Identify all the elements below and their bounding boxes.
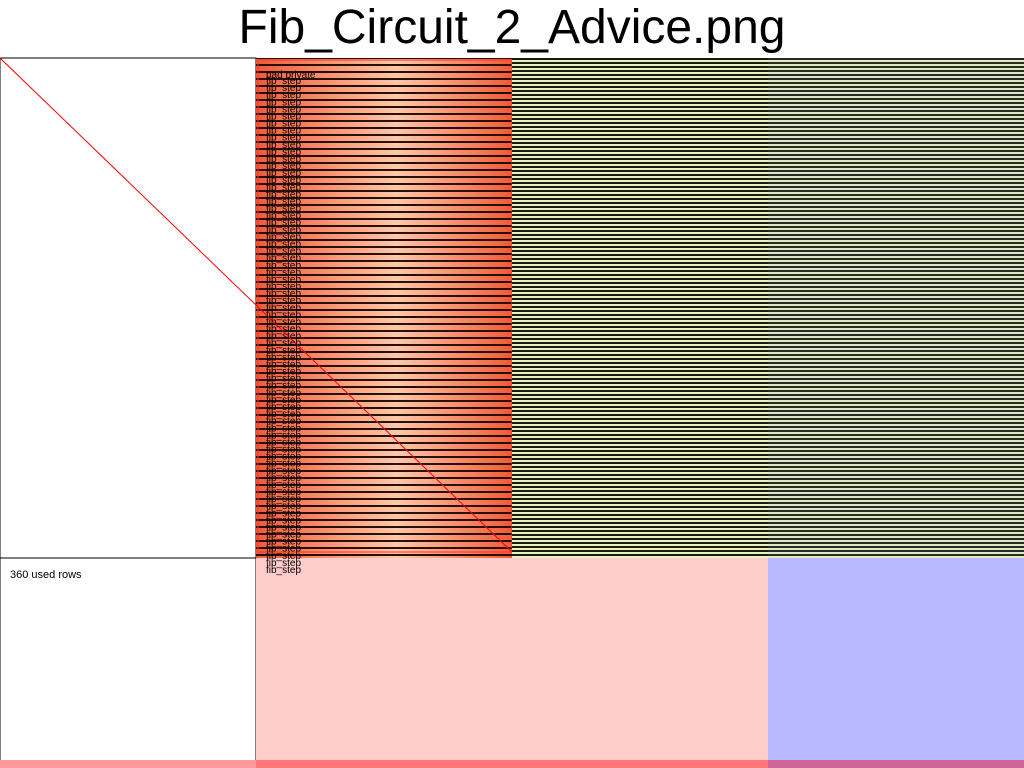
bottom-band-fixed: [768, 760, 1024, 768]
region-label-fib-step: fib_step: [266, 402, 301, 413]
region-label-fib-step: fib_step: [266, 445, 301, 456]
region-label-fib-step: fib_step: [266, 360, 301, 371]
region-label-fib-step: fib_step: [266, 551, 301, 562]
region-label-fib-step: fib_step: [266, 133, 301, 144]
region-label-fib-step: fib_step: [266, 253, 301, 264]
region-label-fib-step: fib_step: [266, 544, 301, 555]
region-label-fib-step: fib_step: [266, 338, 301, 349]
region-label-fib-step: fib_step: [266, 97, 301, 108]
region-label-fib-step: fib_step: [266, 487, 301, 498]
used-rows-label: 360 used rows: [10, 569, 82, 581]
region-label-fib-step: fib_step: [266, 430, 301, 441]
region-label-fib-step: fib_step: [266, 111, 301, 122]
bottom-band-instance: [0, 760, 256, 768]
region-label-fib-step: fib_step: [266, 374, 301, 385]
advice-column-region: [256, 58, 512, 558]
region-label-fib-step: fib_step: [266, 119, 301, 130]
region-label-fib-step: fib_step: [266, 367, 301, 378]
region-label-fib-step: fib_step: [266, 182, 301, 193]
region-label-fib-step: fib_step: [266, 232, 301, 243]
region-label-stack: pad privatefib_stepfib_stepfib_stepfib_s…: [266, 70, 316, 576]
region-label-fib-step: fib_step: [266, 530, 301, 541]
region-label-fib-step: fib_step: [266, 395, 301, 406]
region-label-fib-step: fib_step: [266, 303, 301, 314]
diagonal-equality-line: [0, 57, 513, 553]
region-label-fib-step: fib_step: [266, 324, 301, 335]
region-label-fib-step: fib_step: [266, 274, 301, 285]
region-label-fib-step: fib_step: [266, 76, 301, 87]
region-label-fib-step: fib_step: [266, 558, 301, 569]
region-label-fib-step: fib_step: [266, 409, 301, 420]
unused-advice-area: [256, 558, 768, 768]
region-label-fib-step: fib_step: [266, 282, 301, 293]
region-label-fib-step: fib_step: [266, 381, 301, 392]
region-label-fib-step: fib_step: [266, 154, 301, 165]
region-label-fib-step: fib_step: [266, 317, 301, 328]
region-label-fib-step: fib_step: [266, 239, 301, 250]
region-label-fib-step: fib_step: [266, 83, 301, 94]
region-label-fib-step: fib_step: [266, 523, 301, 534]
bottom-band-advice: [256, 760, 768, 768]
region-label-fib-step: fib_step: [266, 515, 301, 526]
instance-column-region: [0, 57, 257, 559]
region-label-fib-step: fib_step: [266, 459, 301, 470]
region-label-fib-step: fib_step: [266, 466, 301, 477]
region-label-fib-step: fib_step: [266, 90, 301, 101]
region-label-fib-step: fib_step: [266, 494, 301, 505]
region-label-fib-step: fib_step: [266, 211, 301, 222]
region-label-fib-step: fib_step: [266, 161, 301, 172]
region-label-fib-step: fib_step: [266, 310, 301, 321]
region-label-pad-private: pad private: [266, 70, 316, 81]
region-label-fib-step: fib_step: [266, 168, 301, 179]
region-label-fib-step: fib_step: [266, 331, 301, 342]
fixed-column-region: [768, 58, 1024, 558]
region-label-fib-step: fib_step: [266, 126, 301, 137]
region-label-fib-step: fib_step: [266, 480, 301, 491]
region-label-fib-step: fib_step: [266, 225, 301, 236]
region-label-fib-step: fib_step: [266, 218, 301, 229]
region-label-fib-step: fib_step: [266, 452, 301, 463]
unused-fixed-area: [768, 558, 1024, 768]
region-label-fib-step: fib_step: [266, 423, 301, 434]
region-label-fib-step: fib_step: [266, 473, 301, 484]
region-label-fib-step: fib_step: [266, 204, 301, 215]
image-title: Fib_Circuit_2_Advice.png: [238, 1, 786, 54]
region-label-fib-step: fib_step: [266, 565, 301, 576]
region-label-fib-step: fib_step: [266, 246, 301, 257]
region-label-fib-step: fib_step: [266, 260, 301, 271]
region-label-fib-step: fib_step: [266, 104, 301, 115]
region-label-fib-step: fib_step: [266, 189, 301, 200]
region-label-fib-step: fib_step: [266, 501, 301, 512]
region-label-fib-step: fib_step: [266, 140, 301, 151]
selector-column-region: [512, 58, 768, 558]
region-label-fib-step: fib_step: [266, 345, 301, 356]
region-label-fib-step: fib_step: [266, 508, 301, 519]
region-label-fib-step: fib_step: [266, 352, 301, 363]
unused-instance-area: [0, 557, 257, 768]
region-label-fib-step: fib_step: [266, 289, 301, 300]
region-label-fib-step: fib_step: [266, 197, 301, 208]
region-label-fib-step: fib_step: [266, 437, 301, 448]
region-label-fib-step: fib_step: [266, 537, 301, 548]
region-label-fib-step: fib_step: [266, 416, 301, 427]
region-label-fib-step: fib_step: [266, 175, 301, 186]
region-label-fib-step: fib_step: [266, 147, 301, 158]
region-label-fib-step: fib_step: [266, 296, 301, 307]
region-label-fib-step: fib_step: [266, 388, 301, 399]
region-label-fib-step: fib_step: [266, 267, 301, 278]
